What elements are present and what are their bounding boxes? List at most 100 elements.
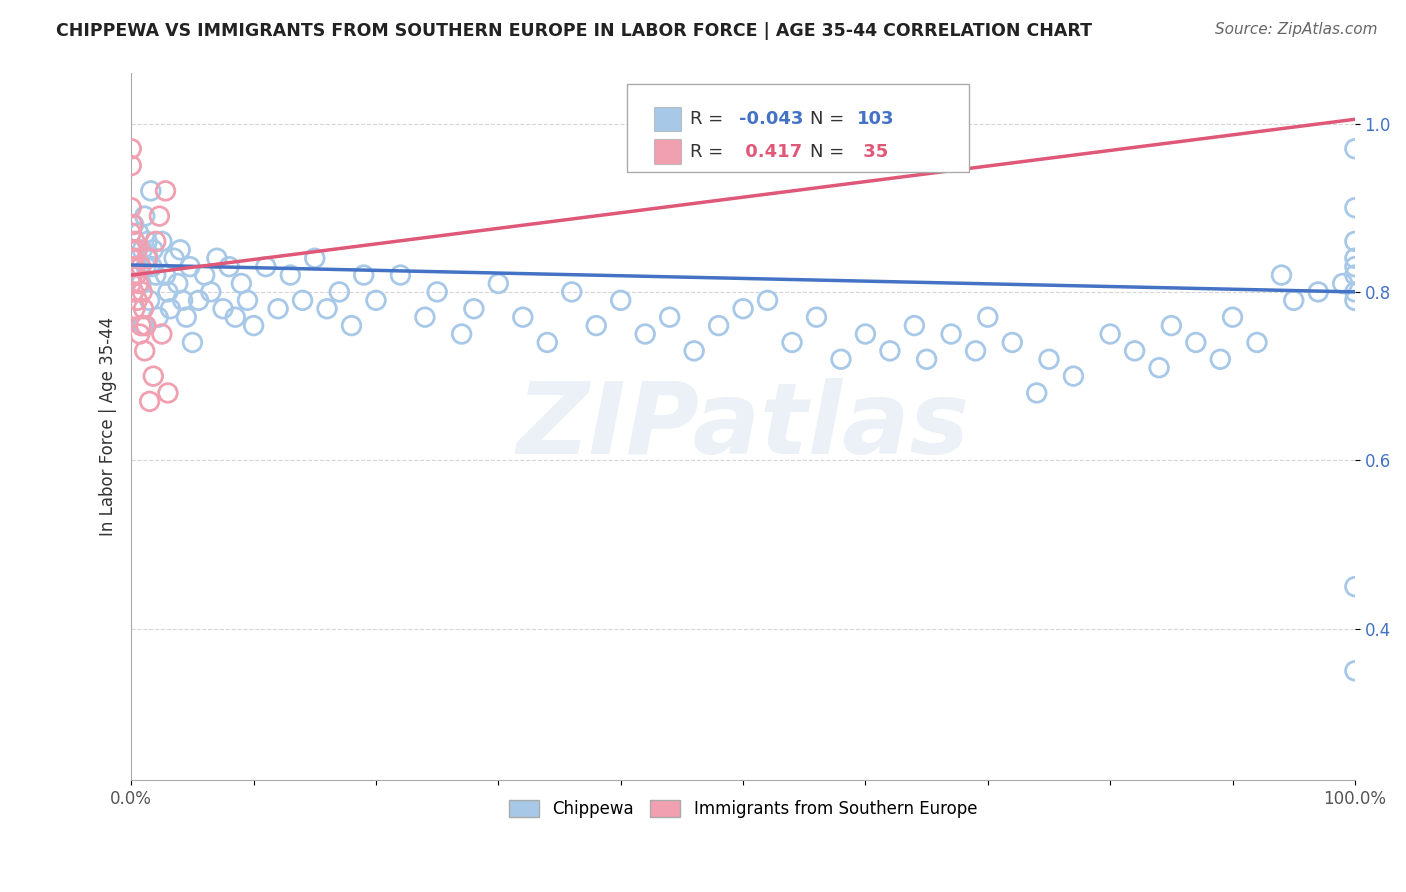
Point <box>707 318 730 333</box>
Point <box>1025 386 1047 401</box>
Point <box>1270 268 1292 282</box>
Point <box>304 251 326 265</box>
Point <box>169 243 191 257</box>
Point <box>122 218 145 232</box>
Point <box>977 310 1000 325</box>
Point <box>156 386 179 401</box>
Point <box>242 318 264 333</box>
Point <box>1185 335 1208 350</box>
Point <box>536 335 558 350</box>
Point <box>1038 352 1060 367</box>
Point <box>125 268 148 282</box>
Point <box>155 268 177 282</box>
Point <box>658 310 681 325</box>
FancyBboxPatch shape <box>654 106 681 131</box>
Point <box>231 277 253 291</box>
Point <box>1344 251 1367 265</box>
Legend: Chippewa, Immigrants from Southern Europe: Chippewa, Immigrants from Southern Europ… <box>502 794 984 825</box>
Point <box>1344 201 1367 215</box>
Point <box>1160 318 1182 333</box>
Point <box>200 285 222 299</box>
Point <box>122 251 145 265</box>
Point <box>512 310 534 325</box>
Point <box>163 251 186 265</box>
Point <box>166 277 188 291</box>
Point <box>134 209 156 223</box>
Point <box>120 243 142 257</box>
Point <box>172 293 194 308</box>
Point <box>561 285 583 299</box>
Point <box>150 235 173 249</box>
Point <box>131 243 153 257</box>
Point <box>134 343 156 358</box>
Point <box>486 277 509 291</box>
Point <box>121 243 143 257</box>
Point <box>124 260 146 274</box>
Point <box>780 335 803 350</box>
Point <box>145 268 167 282</box>
Point <box>128 260 150 274</box>
Point <box>129 318 152 333</box>
Point <box>236 293 259 308</box>
Point <box>132 301 155 316</box>
Text: R =: R = <box>690 143 730 161</box>
Point <box>146 310 169 325</box>
Point <box>138 394 160 409</box>
Point <box>585 318 607 333</box>
Point <box>463 301 485 316</box>
Point <box>132 318 155 333</box>
Point <box>120 226 142 240</box>
Point <box>254 260 277 274</box>
Point <box>1123 343 1146 358</box>
Point <box>1331 277 1354 291</box>
Point <box>135 260 157 274</box>
Point <box>138 293 160 308</box>
Text: R =: R = <box>690 110 730 128</box>
Point <box>124 243 146 257</box>
Text: 103: 103 <box>856 110 894 128</box>
Point <box>1246 335 1268 350</box>
Text: ZIPatlas: ZIPatlas <box>516 378 970 475</box>
FancyBboxPatch shape <box>627 84 970 172</box>
Point <box>128 226 150 240</box>
Point <box>855 326 877 341</box>
Point <box>756 293 779 308</box>
Point <box>128 277 150 291</box>
Point <box>145 235 167 249</box>
Text: 35: 35 <box>856 143 889 161</box>
Point <box>879 343 901 358</box>
Point <box>915 352 938 367</box>
Point <box>121 218 143 232</box>
Point <box>364 293 387 308</box>
Point <box>1344 260 1367 274</box>
Point <box>340 318 363 333</box>
Point <box>316 301 339 316</box>
Point <box>156 285 179 299</box>
Point <box>127 251 149 265</box>
Point <box>939 326 962 341</box>
Point <box>135 318 157 333</box>
Point <box>1222 310 1244 325</box>
Point <box>1099 326 1122 341</box>
Point <box>136 251 159 265</box>
Text: -0.043: -0.043 <box>740 110 804 128</box>
FancyBboxPatch shape <box>654 139 681 164</box>
Point <box>965 343 987 358</box>
Point <box>120 159 142 173</box>
Y-axis label: In Labor Force | Age 35-44: In Labor Force | Age 35-44 <box>100 317 117 536</box>
Point <box>426 285 449 299</box>
Text: 0.417: 0.417 <box>740 143 803 161</box>
Point <box>1062 369 1084 384</box>
Point <box>291 293 314 308</box>
Point <box>224 310 246 325</box>
Point <box>142 243 165 257</box>
Point <box>176 310 198 325</box>
Point <box>1344 142 1367 156</box>
Point <box>124 235 146 249</box>
Text: Source: ZipAtlas.com: Source: ZipAtlas.com <box>1215 22 1378 37</box>
Point <box>194 268 217 282</box>
Point <box>129 277 152 291</box>
Point <box>136 235 159 249</box>
Point <box>1344 235 1367 249</box>
Point <box>150 326 173 341</box>
